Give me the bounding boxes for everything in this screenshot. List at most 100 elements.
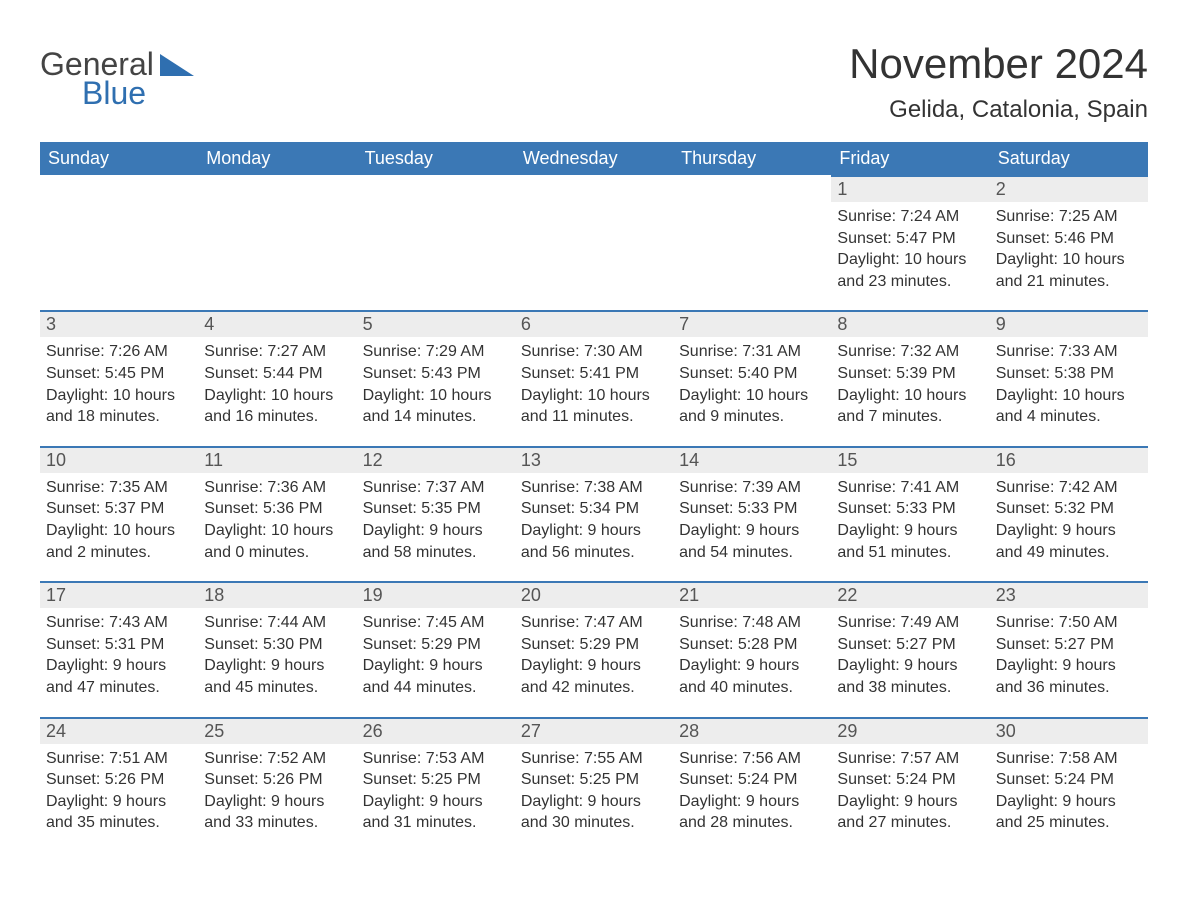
- sunrise-line: Sunrise: 7:33 AM: [996, 341, 1142, 363]
- sunrise-line: Sunrise: 7:58 AM: [996, 748, 1142, 770]
- day-body: Sunrise: 7:57 AMSunset: 5:24 PMDaylight:…: [831, 744, 989, 834]
- day-header: Monday: [198, 142, 356, 175]
- day-cell: 15Sunrise: 7:41 AMSunset: 5:33 PMDayligh…: [831, 446, 989, 581]
- day-number: 27: [515, 719, 673, 744]
- day-cell: .Sunrise: Sunset: Daylight: hoursand min…: [357, 175, 515, 308]
- day-body: Sunrise: 7:35 AMSunset: 5:37 PMDaylight:…: [40, 473, 198, 563]
- day-body: Sunrise: 7:43 AMSunset: 5:31 PMDaylight:…: [40, 608, 198, 698]
- day-number: 26: [357, 719, 515, 744]
- daylight-line-2: and 56 minutes.: [521, 542, 667, 564]
- day-header: Thursday: [673, 142, 831, 175]
- day-body: Sunrise: 7:25 AMSunset: 5:46 PMDaylight:…: [990, 202, 1148, 292]
- day-cell: 11Sunrise: 7:36 AMSunset: 5:36 PMDayligh…: [198, 446, 356, 581]
- day-cell: 17Sunrise: 7:43 AMSunset: 5:31 PMDayligh…: [40, 581, 198, 716]
- daylight-line-1: Daylight: 10 hours: [996, 385, 1142, 407]
- sunrise-line: Sunrise: 7:39 AM: [679, 477, 825, 499]
- sunset-line: Sunset: 5:35 PM: [363, 498, 509, 520]
- day-header: Saturday: [990, 142, 1148, 175]
- daylight-line-2: and 42 minutes.: [521, 677, 667, 699]
- sunrise-line: Sunrise: 7:53 AM: [363, 748, 509, 770]
- daylight-line-1: Daylight: 9 hours: [204, 791, 350, 813]
- generalblue-logo: General Blue: [40, 48, 194, 109]
- day-body: Sunrise: 7:24 AMSunset: 5:47 PMDaylight:…: [831, 202, 989, 292]
- sunset-line: Sunset: 5:33 PM: [837, 498, 983, 520]
- daylight-line-2: and 47 minutes.: [46, 677, 192, 699]
- day-number: 24: [40, 719, 198, 744]
- sunset-line: Sunset: 5:44 PM: [204, 363, 350, 385]
- day-number: 10: [40, 448, 198, 473]
- day-cell: 7Sunrise: 7:31 AMSunset: 5:40 PMDaylight…: [673, 310, 831, 445]
- daylight-line-2: and 51 minutes.: [837, 542, 983, 564]
- day-body: Sunrise: 7:55 AMSunset: 5:25 PMDaylight:…: [515, 744, 673, 834]
- day-cell: 21Sunrise: 7:48 AMSunset: 5:28 PMDayligh…: [673, 581, 831, 716]
- day-number: .: [40, 175, 198, 200]
- daylight-line-1: Daylight: 9 hours: [996, 791, 1142, 813]
- day-number: 13: [515, 448, 673, 473]
- day-number: 23: [990, 583, 1148, 608]
- day-number: 9: [990, 312, 1148, 337]
- day-number: 7: [673, 312, 831, 337]
- sunset-line: Sunset: 5:33 PM: [679, 498, 825, 520]
- day-body: Sunrise: 7:29 AMSunset: 5:43 PMDaylight:…: [357, 337, 515, 427]
- daylight-line-2: and 0 minutes.: [204, 542, 350, 564]
- daylight-line-1: Daylight: 9 hours: [837, 791, 983, 813]
- daylight-line-1: Daylight: 9 hours: [363, 520, 509, 542]
- daylight-line-2: and 58 minutes.: [363, 542, 509, 564]
- day-cell: 30Sunrise: 7:58 AMSunset: 5:24 PMDayligh…: [990, 717, 1148, 852]
- daylight-line-1: Daylight: 9 hours: [521, 655, 667, 677]
- day-body: Sunrise: 7:52 AMSunset: 5:26 PMDaylight:…: [198, 744, 356, 834]
- day-cell: 23Sunrise: 7:50 AMSunset: 5:27 PMDayligh…: [990, 581, 1148, 716]
- daylight-line-2: and 11 minutes.: [521, 406, 667, 428]
- day-cell: 28Sunrise: 7:56 AMSunset: 5:24 PMDayligh…: [673, 717, 831, 852]
- day-number: 22: [831, 583, 989, 608]
- sunrise-line: Sunrise: 7:38 AM: [521, 477, 667, 499]
- day-body: Sunrise: 7:47 AMSunset: 5:29 PMDaylight:…: [515, 608, 673, 698]
- day-number: 2: [990, 177, 1148, 202]
- day-number: 17: [40, 583, 198, 608]
- day-cell: 6Sunrise: 7:30 AMSunset: 5:41 PMDaylight…: [515, 310, 673, 445]
- daylight-line-1: Daylight: 9 hours: [837, 520, 983, 542]
- sunrise-line: Sunrise: 7:51 AM: [46, 748, 192, 770]
- sunset-line: Sunset: 5:40 PM: [679, 363, 825, 385]
- daylight-line-1: Daylight: 9 hours: [521, 520, 667, 542]
- week-row: 24Sunrise: 7:51 AMSunset: 5:26 PMDayligh…: [40, 717, 1148, 852]
- sunset-line: Sunset: 5:41 PM: [521, 363, 667, 385]
- day-number: 3: [40, 312, 198, 337]
- day-body: Sunrise: 7:30 AMSunset: 5:41 PMDaylight:…: [515, 337, 673, 427]
- sunrise-line: Sunrise: 7:49 AM: [837, 612, 983, 634]
- day-number: 15: [831, 448, 989, 473]
- day-header-row: SundayMondayTuesdayWednesdayThursdayFrid…: [40, 142, 1148, 175]
- daylight-line-1: Daylight: 9 hours: [46, 791, 192, 813]
- day-cell: 26Sunrise: 7:53 AMSunset: 5:25 PMDayligh…: [357, 717, 515, 852]
- daylight-line-1: Daylight: 9 hours: [204, 655, 350, 677]
- day-body: Sunrise: 7:39 AMSunset: 5:33 PMDaylight:…: [673, 473, 831, 563]
- sunset-line: Sunset: 5:30 PM: [204, 634, 350, 656]
- day-cell: 22Sunrise: 7:49 AMSunset: 5:27 PMDayligh…: [831, 581, 989, 716]
- sunrise-line: Sunrise: 7:43 AM: [46, 612, 192, 634]
- sunset-line: Sunset: 5:28 PM: [679, 634, 825, 656]
- day-number: 12: [357, 448, 515, 473]
- sunset-line: Sunset: 5:32 PM: [996, 498, 1142, 520]
- day-body: Sunrise: 7:33 AMSunset: 5:38 PMDaylight:…: [990, 337, 1148, 427]
- day-cell: 29Sunrise: 7:57 AMSunset: 5:24 PMDayligh…: [831, 717, 989, 852]
- daylight-line-1: Daylight: 10 hours: [679, 385, 825, 407]
- day-number: 29: [831, 719, 989, 744]
- daylight-line-1: Daylight: 10 hours: [46, 385, 192, 407]
- sunset-line: Sunset: 5:37 PM: [46, 498, 192, 520]
- day-cell: 1Sunrise: 7:24 AMSunset: 5:47 PMDaylight…: [831, 175, 989, 310]
- sunrise-line: Sunrise: 7:32 AM: [837, 341, 983, 363]
- day-header: Sunday: [40, 142, 198, 175]
- week-row: 10Sunrise: 7:35 AMSunset: 5:37 PMDayligh…: [40, 446, 1148, 581]
- day-cell: 16Sunrise: 7:42 AMSunset: 5:32 PMDayligh…: [990, 446, 1148, 581]
- title-block: November 2024 Gelida, Catalonia, Spain: [849, 30, 1148, 124]
- day-body: Sunrise: 7:48 AMSunset: 5:28 PMDaylight:…: [673, 608, 831, 698]
- sunrise-line: Sunrise: 7:48 AM: [679, 612, 825, 634]
- day-cell: 12Sunrise: 7:37 AMSunset: 5:35 PMDayligh…: [357, 446, 515, 581]
- day-header: Friday: [831, 142, 989, 175]
- daylight-line-2: and 21 minutes.: [996, 271, 1142, 293]
- logo-triangle-icon: [160, 54, 194, 81]
- sunset-line: Sunset: 5:45 PM: [46, 363, 192, 385]
- sunrise-line: Sunrise: 7:45 AM: [363, 612, 509, 634]
- day-cell: 14Sunrise: 7:39 AMSunset: 5:33 PMDayligh…: [673, 446, 831, 581]
- day-body: Sunrise: 7:26 AMSunset: 5:45 PMDaylight:…: [40, 337, 198, 427]
